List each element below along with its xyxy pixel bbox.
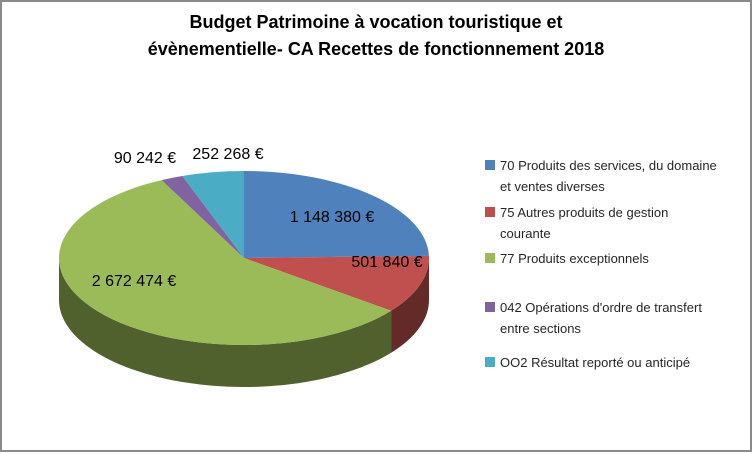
legend-swatch-green-icon — [485, 253, 495, 263]
legend-swatch-purple-icon — [485, 302, 495, 312]
legend-item-002-resultat[interactable]: OO2 Résultat reporté ou anticipé — [485, 352, 722, 373]
chart-title: Budget Patrimoine à vocation touristique… — [147, 12, 605, 59]
data-label-042-operations: 90 242 € — [113, 150, 177, 167]
legend-label: OO2 Résultat reporté ou anticipé — [500, 355, 691, 370]
legend-label: 042 Opérations d'ordre de transfert entr… — [500, 300, 702, 336]
pie-slice-side-1[interactable] — [391, 258, 429, 353]
pie-slice-side-2[interactable] — [59, 258, 392, 387]
legend-item-75-autres-produits[interactable]: 75 Autres produits de gestion courante — [485, 202, 722, 244]
legend-swatch-blue-icon — [485, 160, 495, 170]
data-label-77-produits-exceptionnels: 2 672 474 € — [91, 273, 177, 290]
pie-slice-2[interactable] — [58, 180, 392, 346]
data-label-002-resultat: 252 268 € — [192, 146, 264, 163]
pie-slice-0[interactable] — [244, 171, 429, 258]
legend-item-70-produits-services[interactable]: 70 Produits des services, du domaine et … — [485, 155, 722, 197]
pie-slice-3[interactable] — [161, 175, 244, 258]
legend-swatch-cyan-icon — [485, 357, 495, 367]
legend-item-042-operations[interactable]: 042 Opérations d'ordre de transfert entr… — [485, 297, 722, 339]
pie-slice-4[interactable] — [182, 171, 244, 258]
legend-label: 77 Produits exceptionnels — [500, 251, 649, 266]
data-label-70-produits-services: 1 148 380 € — [289, 209, 375, 226]
legend-label: 70 Produits des services, du domaine et … — [500, 158, 717, 194]
legend-item-77-produits-exceptionnels[interactable]: 77 Produits exceptionnels — [485, 248, 722, 269]
legend-label: 75 Autres produits de gestion courante — [500, 205, 669, 241]
pie-slice-1[interactable] — [244, 255, 429, 311]
legend-swatch-red-icon — [485, 207, 495, 217]
data-label-75-autres-produits: 501 840 € — [351, 254, 423, 271]
